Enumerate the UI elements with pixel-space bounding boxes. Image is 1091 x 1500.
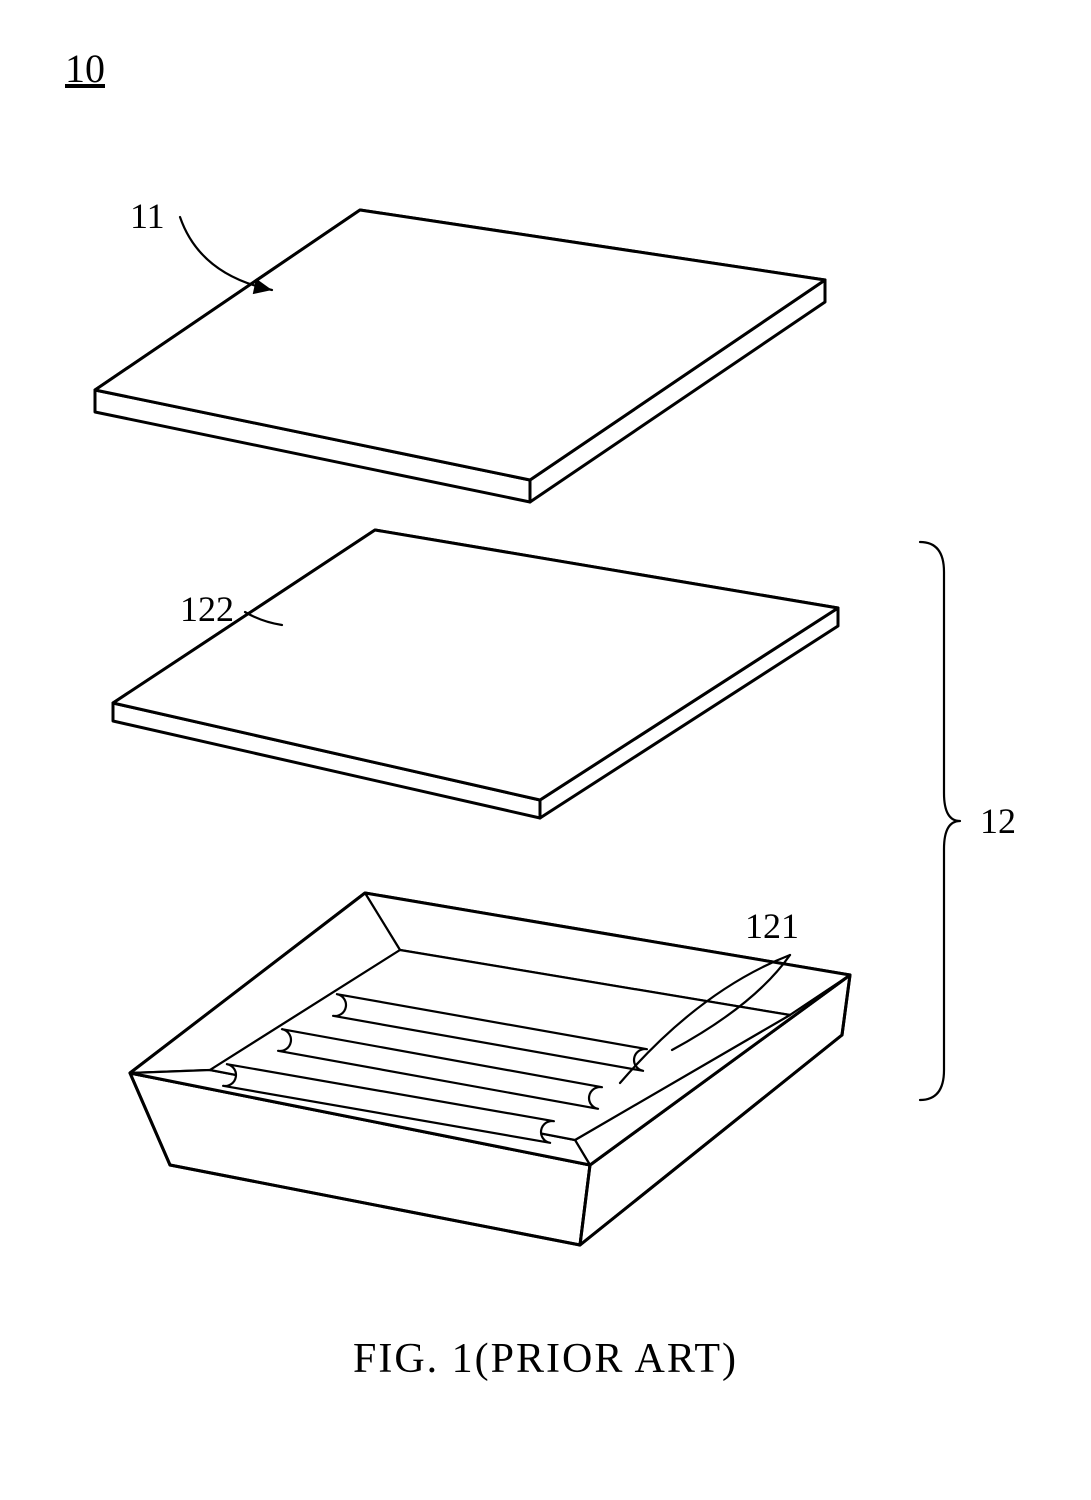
label-module-group: 12 [980,800,1016,842]
label-lamps: 121 [745,905,799,947]
label-middle-plate: 122 [180,588,234,630]
label-top-plate: 11 [130,195,165,237]
figure-canvas: 10 11 122 121 12 FIG. 1(PRIOR ART) [0,0,1091,1500]
assembly-label: 10 [65,45,105,92]
figure-caption: FIG. 1(PRIOR ART) [0,1335,1091,1383]
